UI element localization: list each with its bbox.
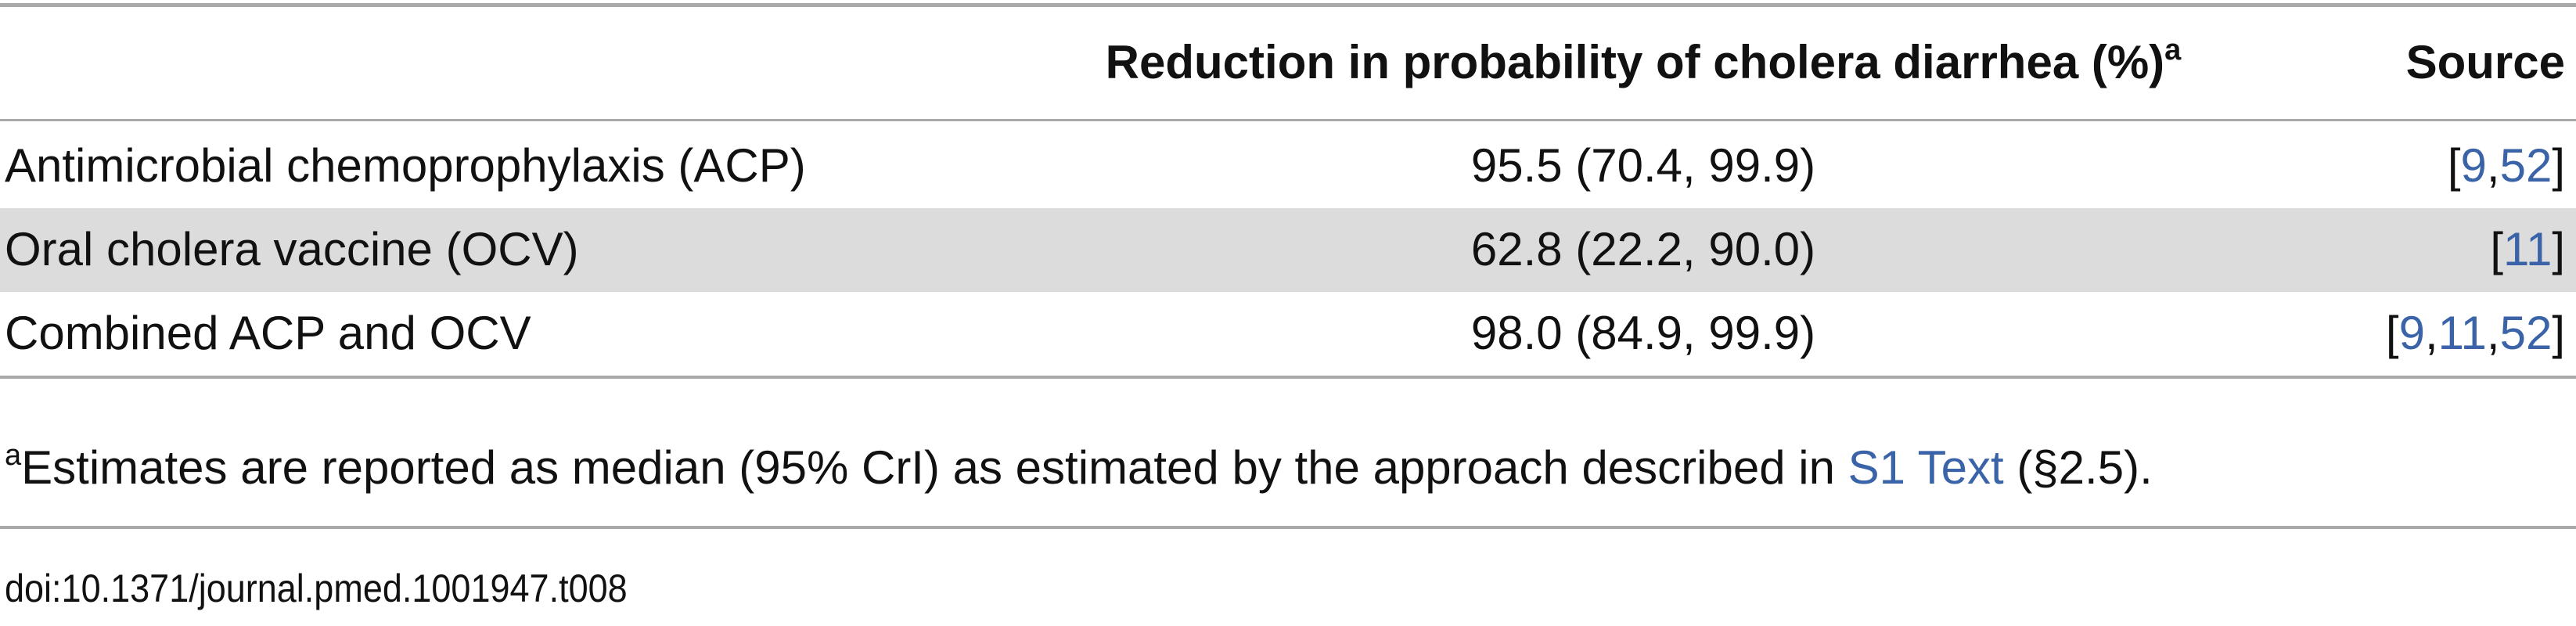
citation-link[interactable]: 9: [2460, 139, 2487, 192]
bottom-rule: [0, 376, 2576, 379]
row-sources: [9,52]: [2448, 139, 2565, 193]
row-sources: [9,11,52]: [2386, 306, 2565, 361]
header-rule: [0, 119, 2576, 121]
doi: doi:10.1371/journal.pmed.1001947.t008: [5, 567, 628, 610]
row-estimate: 95.5 (70.4, 99.9): [1470, 139, 1816, 192]
footnote-text: Estimates are reported as median (95% Cr…: [21, 441, 1848, 494]
row-label: Combined ACP and OCV: [5, 307, 531, 359]
footnote-text: (§2.5).: [2003, 441, 2153, 494]
citation-link[interactable]: 52: [2499, 139, 2553, 192]
footnote-mark: a: [5, 439, 22, 472]
top-rule: [0, 3, 2576, 7]
column-header: Reduction in probability of cholera diar…: [1106, 35, 2182, 90]
footer-rule: [0, 526, 2576, 529]
citation-bracket: [: [2385, 307, 2399, 359]
citation-bracket: ]: [2552, 223, 2565, 275]
citation-bracket: ]: [2552, 139, 2565, 192]
citation-bracket: ]: [2552, 307, 2565, 359]
row-estimate: 98.0 (84.9, 99.9): [1470, 307, 1816, 359]
citation-bracket: [: [2490, 223, 2504, 275]
citation-separator: ,: [2486, 139, 2500, 192]
citation-bracket: [: [2447, 139, 2461, 192]
citation-link[interactable]: 9: [2398, 307, 2425, 359]
citation-separator: ,: [2424, 307, 2438, 359]
citation-link[interactable]: 11: [2503, 223, 2553, 275]
column-header-text: Reduction in probability of cholera diar…: [1105, 36, 2165, 88]
row-sources: [11]: [2490, 222, 2565, 277]
row-label: Oral cholera vaccine (OCV): [5, 223, 579, 275]
citation-link[interactable]: 11: [2437, 307, 2487, 359]
column-header: Source: [2405, 36, 2565, 88]
footnote: aEstimates are reported as median (95% C…: [5, 441, 2153, 495]
citation-separator: ,: [2486, 307, 2500, 359]
row-estimate: 62.8 (22.2, 90.0): [1470, 223, 1816, 275]
row-band: [0, 208, 2576, 292]
footnote-link[interactable]: S1 Text: [1847, 441, 2004, 494]
row-label: Antimicrobial chemoprophylaxis (ACP): [5, 139, 806, 192]
header-note-mark: a: [2164, 34, 2182, 67]
citation-link[interactable]: 52: [2499, 307, 2553, 359]
